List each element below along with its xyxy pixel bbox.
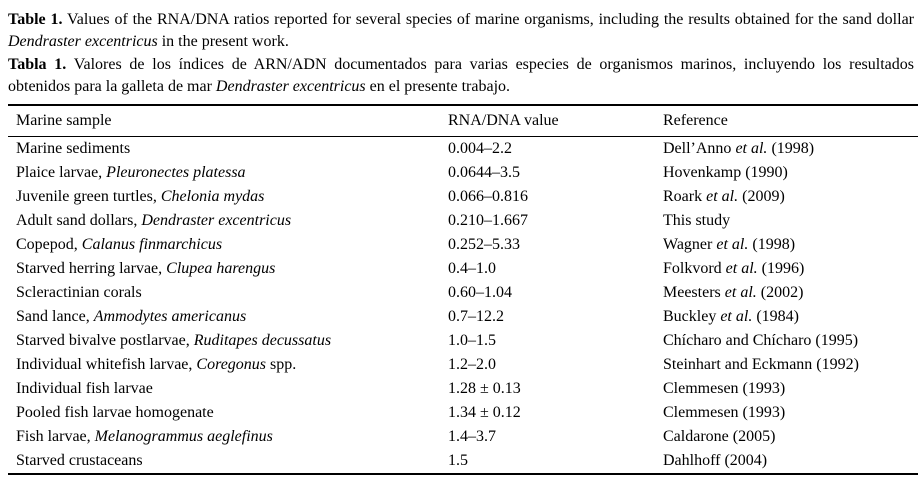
caption-spanish-label: Tabla 1.: [8, 56, 67, 73]
italic-text: et al.: [716, 236, 749, 253]
italic-text: Clupea harengus: [166, 260, 276, 277]
value-cell: 0.60–1.04: [448, 284, 512, 301]
table-row: Copepod, Calanus finmarchicus 0.252–5.33 W…: [8, 233, 918, 257]
italic-text: Ammodytes americanus: [93, 308, 247, 325]
value-cell: 0.210–1.667: [448, 212, 528, 229]
value-cell: 1.28 ± 0.13: [448, 380, 521, 397]
caption-spanish-text-after: en el presente trabajo.: [365, 78, 511, 95]
value-cell: 1.4–3.7: [448, 428, 496, 445]
value-cell: 0.004–2.2: [448, 140, 512, 157]
table-row: Starved crustaceans 1.5 Dahlhoff (2004): [8, 449, 918, 474]
italic-text: Melanogrammus aeglefinus: [94, 428, 273, 445]
table-row: Adult sand dollars, Dendraster excentric…: [8, 209, 918, 233]
reference-cell: Roark et al. (2009): [663, 188, 785, 205]
sample-cell: Individual whitefish larvae, Coregonus s…: [16, 356, 297, 373]
column-header-marine-sample: Marine sample: [8, 105, 448, 137]
italic-text: Dendraster excentricus: [141, 212, 292, 229]
sample-cell: Juvenile green turtles, Chelonia mydas: [16, 188, 265, 205]
caption-spanish-text-before: Valores de los índices de ARN/ADN docume…: [8, 56, 915, 95]
italic-text: et al.: [720, 308, 753, 325]
value-cell: 1.5: [448, 452, 468, 469]
column-header-rna-dna-value: RNA/DNA value: [448, 105, 663, 137]
table-row: Starved bivalve postlarvae, Ruditapes de…: [8, 329, 918, 353]
value-cell: 0.4–1.0: [448, 260, 496, 277]
sample-cell: Adult sand dollars, Dendraster excentric…: [16, 212, 292, 229]
reference-cell: Wagner et al. (1998): [663, 236, 796, 253]
table-row: Fish larvae, Melanogrammus aeglefinus 1.4…: [8, 425, 918, 449]
value-cell: 1.2–2.0: [448, 356, 496, 373]
reference-cell: This study: [663, 212, 731, 229]
reference-cell: Meesters et al. (2002): [663, 284, 804, 301]
reference-cell: Dahlhoff (2004): [663, 452, 768, 469]
table-row: Sand lance, Ammodytes americanus 0.7–12.2…: [8, 305, 918, 329]
table-row: Pooled fish larvae homogenate 1.34 ± 0.12…: [8, 401, 918, 425]
caption-english-text-after: in the present work.: [157, 33, 289, 50]
italic-text: et al.: [706, 188, 739, 205]
reference-cell: Chícharo and Chícharo (1995): [663, 332, 859, 349]
value-cell: 1.0–1.5: [448, 332, 496, 349]
table-row: Individual whitefish larvae, Coregonus s…: [8, 353, 918, 377]
sample-cell: Starved bivalve postlarvae, Ruditapes de…: [16, 332, 332, 349]
table-row: Starved herring larvae, Clupea harengus 0…: [8, 257, 918, 281]
table-row: Scleractinian corals 0.60–1.04 Meesters et…: [8, 281, 918, 305]
reference-cell: Hovenkamp (1990): [663, 164, 788, 181]
sample-cell: Starved herring larvae, Clupea harengus: [16, 260, 276, 277]
italic-text: et al.: [725, 260, 758, 277]
value-cell: 0.0644–3.5: [448, 164, 520, 181]
reference-cell: Buckley et al. (1984): [663, 308, 799, 325]
reference-cell: Dell’Anno et al. (1998): [663, 140, 815, 157]
reference-cell: Clemmesen (1993): [663, 380, 786, 397]
table-body: Marine sediments 0.004–2.2 Dell’Anno et al…: [8, 137, 918, 475]
italic-text: Ruditapes decussatus: [193, 332, 332, 349]
sample-cell: Starved crustaceans: [16, 452, 143, 469]
sample-cell: Pooled fish larvae homogenate: [16, 404, 214, 421]
caption-spanish-species-name: Dendraster excentricus: [215, 78, 366, 95]
caption-english-text-before: Values of the RNA/DNA ratios reported fo…: [62, 11, 914, 28]
sample-cell: Fish larvae, Melanogrammus aeglefinus: [16, 428, 273, 445]
table-row: Individual fish larvae 1.28 ± 0.13 Clemmes…: [8, 377, 918, 401]
reference-cell: Caldarone (2005): [663, 428, 776, 445]
italic-text: Chelonia mydas: [160, 188, 265, 205]
caption-english-species-name: Dendraster excentricus: [8, 33, 158, 50]
column-header-reference: Reference: [663, 105, 918, 137]
italic-text: Coregonus: [196, 356, 267, 373]
rna-dna-ratio-table: Marine sample RNA/DNA value Reference Ma…: [8, 104, 918, 475]
value-cell: 0.066–0.816: [448, 188, 528, 205]
sample-cell: Scleractinian corals: [16, 284, 142, 301]
sample-cell: Marine sediments: [16, 140, 131, 157]
value-cell: 1.34 ± 0.12: [448, 404, 521, 421]
caption-english: Table 1. Values of the RNA/DNA ratios re…: [8, 9, 914, 53]
table-row: Plaice larvae, Pleuronectes platessa 0.06…: [8, 161, 918, 185]
italic-text: et al.: [724, 284, 757, 301]
header-row: Marine sample RNA/DNA value Reference: [8, 105, 918, 137]
italic-text: Calanus finmarchicus: [81, 236, 223, 253]
reference-cell: Folkvord et al. (1996): [663, 260, 805, 277]
caption-spanish: Tabla 1. Valores de los índices de ARN/A…: [8, 54, 914, 98]
sample-cell: Individual fish larvae: [16, 380, 153, 397]
value-cell: 0.7–12.2: [448, 308, 504, 325]
reference-cell: Clemmesen (1993): [663, 404, 786, 421]
table-row: Marine sediments 0.004–2.2 Dell’Anno et al…: [8, 137, 918, 162]
italic-text: Pleuronectes platessa: [106, 164, 246, 181]
sample-cell: Plaice larvae, Pleuronectes platessa: [16, 164, 246, 181]
sample-cell: Copepod, Calanus finmarchicus: [16, 236, 223, 253]
sample-cell: Sand lance, Ammodytes americanus: [16, 308, 247, 325]
italic-text: et al.: [735, 140, 768, 157]
table-row: Juvenile green turtles, Chelonia mydas 0.…: [8, 185, 918, 209]
reference-cell: Steinhart and Eckmann (1992): [663, 356, 859, 373]
value-cell: 0.252–5.33: [448, 236, 520, 253]
caption-english-label: Table 1.: [8, 11, 63, 28]
